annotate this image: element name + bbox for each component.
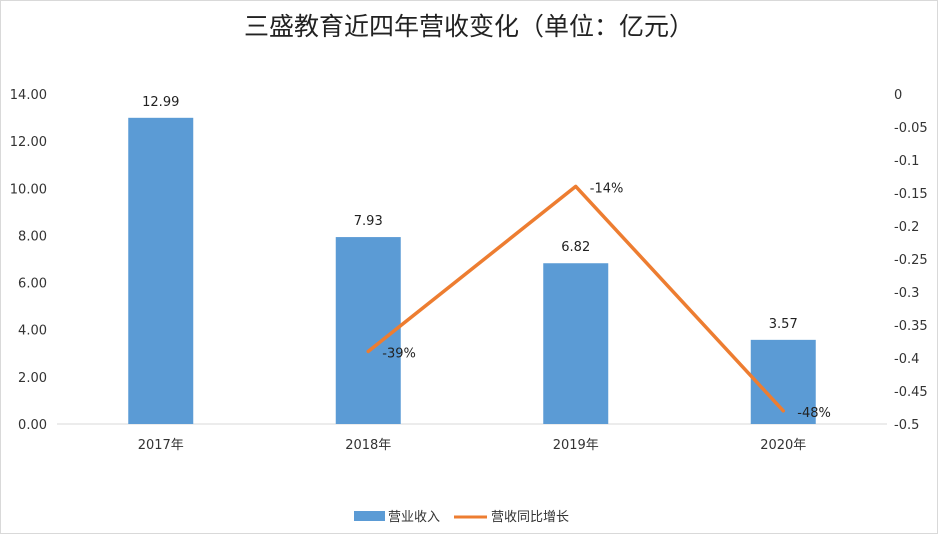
right-tick-label: -0.4 [894,352,919,367]
bar [128,117,194,425]
bar [543,263,609,424]
chart-title: 三盛教育近四年营收变化（单位：亿元） [244,12,694,41]
right-tick-label: -0.45 [894,385,928,400]
bar-data-label: 7.93 [354,214,383,229]
x-tick-label: 2019年 [553,438,599,453]
left-tick-label: 8.00 [18,229,47,244]
bar [335,237,401,424]
left-tick-label: 10.00 [10,182,47,197]
bar-data-label: 3.57 [769,317,798,332]
right-tick-label: -0.1 [894,154,919,169]
right-tick-label: -0.25 [894,253,928,268]
left-tick-label: 2.00 [18,371,47,386]
x-axis: 2017年 2018年 2019年 2020年 [138,438,807,453]
line-data-label: -39% [382,346,416,361]
right-axis: 0 -0.05 -0.1 -0.15 -0.2 -0.25 -0.3 -0.35 -0.4 -0.… [894,88,928,433]
line-point [366,349,370,353]
right-tick-label: -0.2 [894,220,919,235]
right-tick-label: 0 [894,88,902,103]
legend-label-line: 营收同比增长 [491,510,569,525]
legend-label-bar: 营业收入 [388,510,440,525]
left-tick-label: 14.00 [10,88,47,103]
right-tick-label: -0.3 [894,286,919,301]
right-tick-label: -0.35 [894,319,928,334]
left-tick-label: 6.00 [18,277,47,292]
legend: 营业收入 营收同比增长 [354,510,569,525]
right-tick-label: -0.15 [894,187,928,202]
line-point [574,184,578,188]
x-tick-label: 2020年 [760,438,806,453]
left-axis: 0.00 2.00 4.00 6.00 8.00 10.00 12.00 14.00 [10,88,47,433]
left-tick-label: 4.00 [18,324,47,339]
x-tick-label: 2017年 [138,438,184,453]
line-series: -39% -14% -48% [366,181,831,421]
line-data-label: -14% [590,181,624,196]
bar-series: 12.99 7.93 6.82 3.57 [128,95,816,425]
bar-data-label: 6.82 [561,240,590,255]
bar-data-label: 12.99 [142,95,179,110]
x-tick-label: 2018年 [345,438,391,453]
left-tick-label: 12.00 [10,135,47,150]
line-data-label: -48% [797,406,831,421]
left-tick-label: 0.00 [18,418,47,433]
right-tick-label: -0.5 [894,418,919,433]
line-point [781,409,785,413]
right-tick-label: -0.05 [894,121,928,136]
legend-swatch-bar [354,511,385,521]
